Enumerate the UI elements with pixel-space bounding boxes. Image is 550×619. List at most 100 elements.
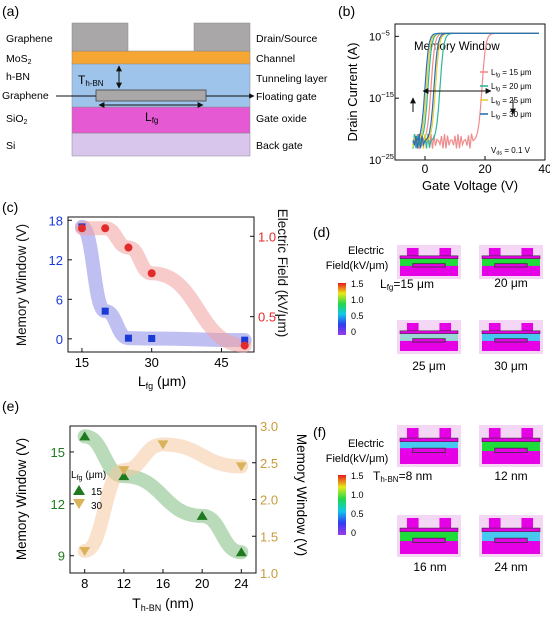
- chart-b-xtick-label-1: 0: [422, 162, 429, 176]
- chart-e-band-2: [77, 437, 249, 558]
- panel-label-d: (d): [313, 224, 330, 240]
- chart-b-ytick-label-1: 10−5: [369, 28, 390, 43]
- chart-e-xtick-label-2: 12: [117, 576, 131, 591]
- chart-e-xtick-label-3: 16: [156, 576, 170, 591]
- f-device-12nm: [479, 425, 543, 467]
- chart-e-point-s1-3: [196, 510, 208, 520]
- chart-e-ytick-left-label-1: 9: [58, 549, 65, 564]
- chart-e-xtick-label-5: 24: [234, 576, 248, 591]
- chart-e-xlabel: Th-BN (nm): [132, 595, 194, 613]
- chart-e-legend-label-15: 15: [91, 487, 103, 498]
- chart-c-ytick-left-label-3: 12: [49, 253, 63, 268]
- chart-b-inset-title: Memory Window: [414, 41, 500, 53]
- d-caption-2: 20 μm: [494, 276, 528, 290]
- chart-e-point-s2-3: [157, 440, 169, 450]
- f-device-maps: [397, 425, 543, 557]
- layer-label-tunneling: Tunneling layer: [256, 73, 328, 85]
- panel-a: (a) Graphene MoS2 h-BN Graphene SiO2 Si …: [2, 3, 328, 157]
- thbn-label: Th-BN: [78, 73, 104, 88]
- chart-e-ytick-right-label-3: 2.0: [260, 493, 278, 508]
- panel-d: (d) Electric Field(kV/μm) 1.5 1.0 0.5 0 …: [313, 224, 543, 373]
- lfg-label: Lfg: [145, 110, 158, 125]
- chart-c-point-s2-5: [240, 341, 249, 350]
- chart-e-ytick-right-label-1: 1.0: [260, 566, 278, 581]
- panel-label-e: (e): [2, 398, 19, 414]
- chart-b-frame: [394, 23, 546, 161]
- panel-f: (f) Electric Field(kV/μm) 1.5 1.0 0.5 0 …: [313, 424, 543, 574]
- chart-c-ytick-right-label-2: 1.0: [258, 229, 276, 244]
- chart-e-legend-label-30: 30: [91, 501, 103, 512]
- chart-b-ytick-label-2: 10−15: [369, 90, 394, 105]
- panel-label-b: (b): [338, 3, 355, 19]
- right-electrode: [193, 22, 251, 52]
- f-caption-3: 16 nm: [413, 560, 446, 574]
- f-colorbar-tick-3: 0.5: [351, 509, 364, 519]
- chart-e-ylabel-left: Memory Window (V): [14, 438, 29, 560]
- f-caption-2: 12 nm: [494, 469, 527, 483]
- d-colorbar-title-2: Field(kV/μm): [326, 260, 389, 272]
- f-device-8nm: [397, 425, 461, 467]
- chart-c-xtick-label-2: 30: [144, 355, 158, 370]
- chart-b-curve-4-reverse: [412, 32, 539, 147]
- chart-c-band-2: [74, 221, 252, 353]
- chart-c-ytick-right-label-1: 0.5: [258, 310, 276, 325]
- chart-c-axes: 15 30 45 0 6 12 18 0.5 1.0: [49, 213, 277, 370]
- f-colorbar-title-1: Electric: [348, 438, 385, 450]
- chart-c-point-s2-4: [147, 269, 156, 278]
- chart-c-ylabel-right: Electric Field (kV/μm): [275, 209, 290, 338]
- si-layer: [71, 132, 251, 157]
- chart-c-point-s2-2: [101, 224, 110, 233]
- chart-c-point-s1-3: [124, 334, 132, 342]
- chart-b-legend-label-2: Lfg = 20 μm: [491, 82, 532, 93]
- chart-b-legend: Lfg = 15 μm Lfg = 20 μm Lfg = 25 μm Lfg = 3…: [480, 68, 532, 121]
- layer-label-floating-gate: Floating gate: [256, 91, 317, 103]
- f-caption-1: Th-BN=8 nm: [373, 469, 432, 484]
- panel-c: (c) 15 30 45 0 6 12 18 0.5 1.0 Memory Window (V)…: [2, 199, 290, 391]
- sio2-layer: [71, 106, 251, 134]
- chart-c-point-s2-1: [77, 224, 86, 233]
- layer-label-si: Si: [6, 140, 15, 152]
- d-colorbar-tick-3: 0.5: [351, 311, 364, 321]
- chart-c-ytick-left-label-4: 18: [49, 213, 63, 228]
- chart-e-point-s2-1: [79, 546, 91, 556]
- chart-e-bands: [77, 429, 249, 560]
- chart-e-ytick-right-label-2: 1.5: [260, 529, 278, 544]
- chart-e-ytick-left-label-3: 15: [51, 445, 65, 460]
- layer-label-graphene-top: Graphene: [6, 33, 53, 45]
- chart-c-ytick-left-label-1: 0: [56, 332, 63, 347]
- f-colorbar-title-2: Field(kV/μm): [326, 453, 389, 465]
- chart-b-xtick-label-2: 20: [478, 162, 492, 176]
- chart-b-axes: 0 20 40 10−5 10−15 10−25: [369, 28, 550, 176]
- panel-label-c: (c): [2, 199, 18, 215]
- chart-b-xlabel: Gate Voltage (V): [422, 178, 518, 193]
- d-caption-4: 30 μm: [494, 359, 528, 373]
- chart-e-point-s1-1: [79, 431, 91, 441]
- d-colorbar-tick-2: 1.0: [351, 295, 364, 305]
- d-colorbar-tick-1: 1.5: [351, 279, 364, 289]
- chart-b-legend-label-4: Lfg = 30 μm: [491, 110, 532, 121]
- panel-e: (e) 8 12 16 20 24 9 12 15 1.0 1.5 2.0 2.5 3.0 Lfg (μm…: [2, 398, 309, 613]
- f-caption-4: 24 nm: [494, 560, 527, 574]
- chart-e-point-s1-2: [118, 471, 130, 481]
- f-colorbar-tick-1: 1.5: [351, 471, 364, 481]
- floating-gate-graphene: [95, 89, 207, 102]
- chart-e-point-s2-2: [118, 466, 130, 476]
- chart-c-point-s1-2: [101, 307, 109, 315]
- chart-e-points: [79, 431, 247, 557]
- d-caption-1: Lfg=15 μm: [380, 277, 434, 292]
- mos2-layer: [71, 50, 251, 65]
- panel-label-f: (f): [313, 424, 326, 440]
- chart-e-legend-marker-15: [73, 485, 85, 495]
- chart-c-frame: [67, 216, 255, 353]
- f-device-24nm: [479, 515, 543, 557]
- layer-label-sio2: SiO2: [6, 113, 28, 126]
- layer-label-hbn: h-BN: [6, 71, 30, 83]
- chart-e-point-s2-4: [235, 462, 247, 472]
- f-colorbar: [338, 475, 346, 535]
- chart-c-ylabel-left: Memory Window (V): [14, 224, 29, 346]
- d-device-maps: [397, 245, 543, 354]
- chart-c-xtick-label-3: 45: [214, 355, 228, 370]
- chart-c-xlabel: Lfg (μm): [138, 373, 186, 391]
- chart-c-point-s1-4: [148, 335, 156, 342]
